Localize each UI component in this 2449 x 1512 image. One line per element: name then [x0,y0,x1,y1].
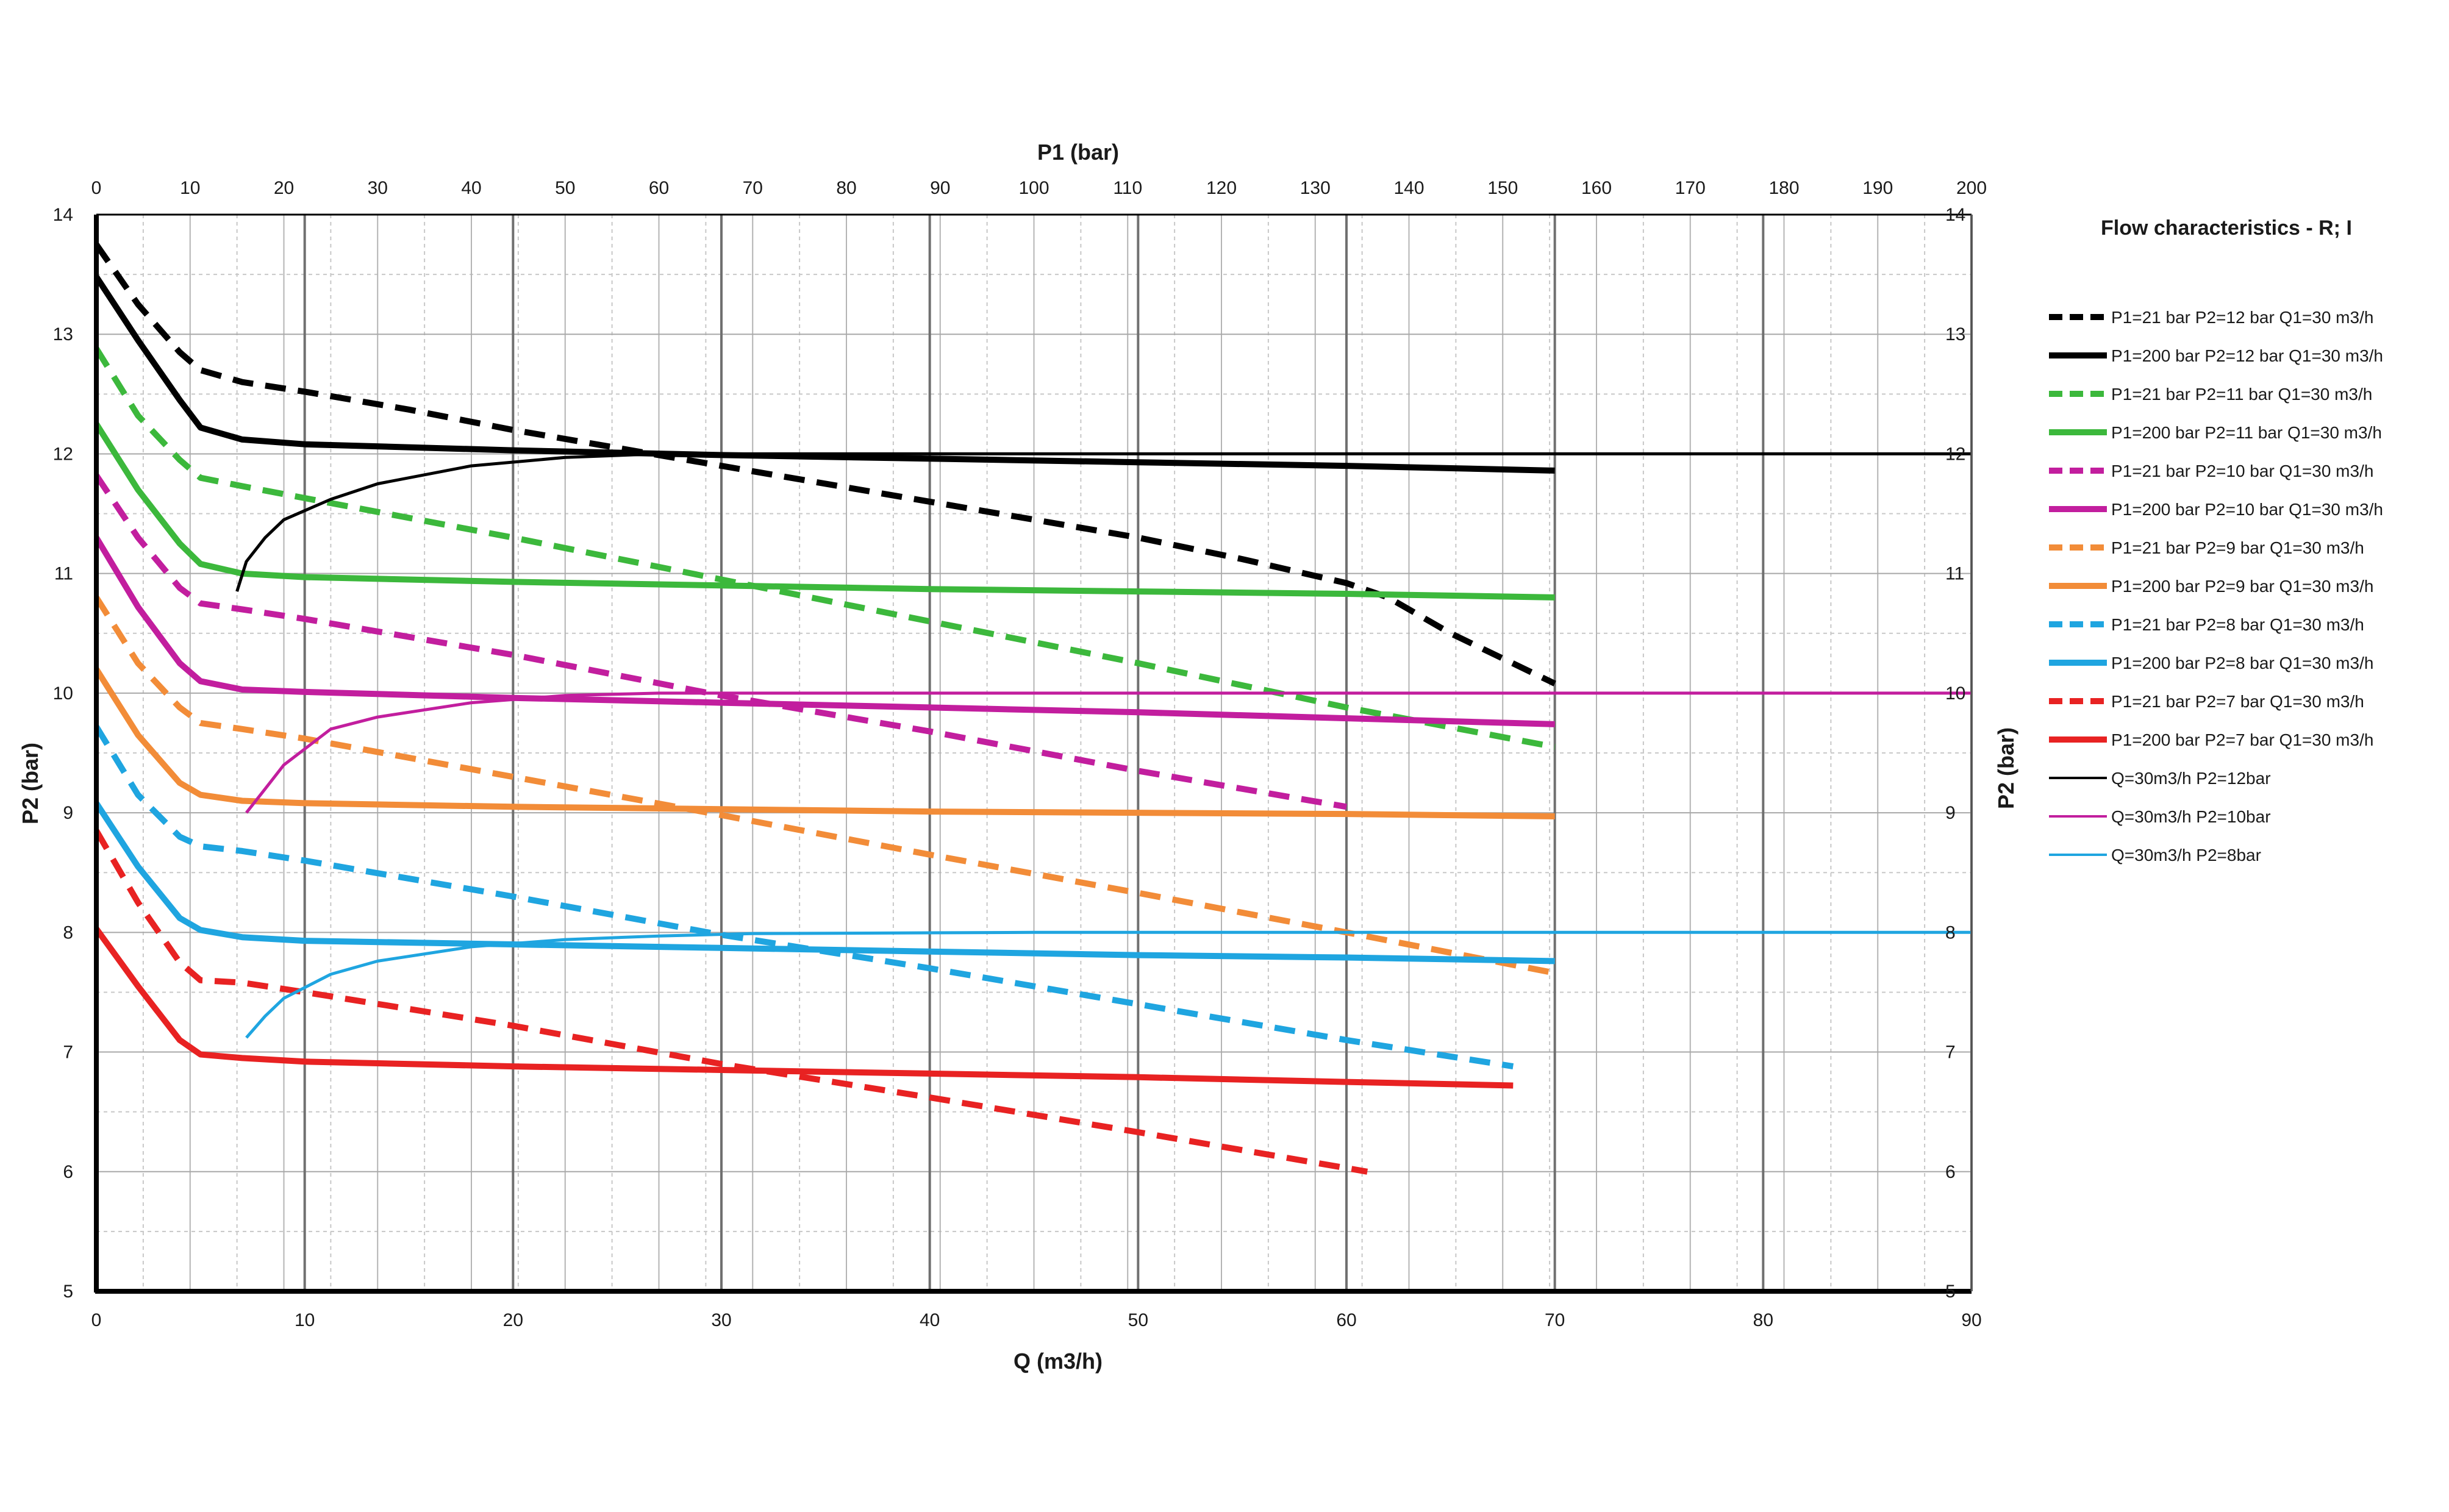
series-lines [93,243,1972,1175]
x-bottom-tick-label: 70 [1545,1310,1565,1330]
x-top-tick-label: 170 [1675,178,1706,198]
x-top-tick-label: 0 [91,178,102,198]
x-top-tick-label: 130 [1300,178,1331,198]
x-bottom-tick-label: 0 [91,1310,102,1330]
x-bottom-axis-title: Q (m3/h) [1014,1349,1103,1374]
legend-label: P1=21 bar P2=10 bar Q1=30 m3/h [2111,462,2373,480]
legend-label: P1=200 bar P2=8 bar Q1=30 m3/h [2111,654,2373,672]
tick-labels: 0 10 20 30 40 50 60 70 80 90 100 110 120 130 140 150 160… [53,178,1987,1330]
legend-title: Flow characteristics - R; I [2101,216,2352,240]
y-left-tick-label: 6 [63,1162,73,1182]
series-line-11 [93,829,1368,1175]
series-line-6 [93,536,1555,727]
axes [94,213,1973,1294]
series-line-4 [93,422,1555,601]
series-line-3 [93,347,1556,751]
series-line-1 [93,243,1556,686]
x-top-tick-label: 100 [1018,178,1049,198]
series-line-15 [245,930,1972,1039]
x-top-tick-label: 30 [368,178,388,198]
x-top-tick-label: 160 [1581,178,1612,198]
y-left-tick-label: 9 [63,803,73,823]
x-top-tick-label: 80 [836,178,856,198]
y-right-tick-label: 9 [1945,803,1956,823]
x-bottom-tick-label: 80 [1753,1310,1773,1330]
x-bottom-tick-label: 90 [1961,1310,1981,1330]
series-line-14 [245,691,1972,814]
y-left-tick-label: 12 [53,444,73,464]
x-bottom-tick-label: 30 [711,1310,731,1330]
x-top-tick-label: 60 [649,178,669,198]
series-line-2 [93,275,1555,474]
legend-label: Q=30m3/h P2=10bar [2111,807,2271,826]
x-top-tick-label: 10 [180,178,200,198]
x-top-tick-label: 110 [1113,178,1142,198]
legend-label: P1=200 bar P2=11 bar Q1=30 m3/h [2111,423,2382,442]
y-left-tick-label: 5 [63,1282,73,1302]
legend-label: P1=200 bar P2=9 bar Q1=30 m3/h [2111,577,2373,596]
x-top-tick-label: 200 [1956,178,1987,198]
x-top-tick-label: 90 [930,178,950,198]
legend-label: P1=21 bar P2=9 bar Q1=30 m3/h [2111,538,2364,557]
y-right-axis-title: P2 (bar) [1993,727,2018,809]
legend-label: P1=21 bar P2=12 bar Q1=30 m3/h [2111,308,2373,327]
y-left-tick-label: 7 [63,1043,73,1063]
x-top-axis-title: P1 (bar) [1037,140,1119,165]
x-top-tick-label: 50 [555,178,575,198]
legend-label: P1=200 bar P2=10 bar Q1=30 m3/h [2111,500,2383,519]
y-right-tick-label: 10 [1945,683,1965,704]
x-bottom-tick-label: 20 [503,1310,523,1330]
y-right-tick-label: 14 [1945,205,1965,225]
legend-label: P1=21 bar P2=7 bar Q1=30 m3/h [2111,692,2364,711]
series-line-12 [93,927,1514,1089]
y-right-tick-label: 6 [1945,1162,1956,1182]
y-left-tick-label: 14 [53,205,73,225]
x-bottom-tick-label: 40 [920,1310,940,1330]
series-line-10 [93,801,1555,965]
x-top-tick-label: 40 [461,178,481,198]
y-left-tick-label: 13 [53,324,73,344]
legend-label: P1=200 bar P2=12 bar Q1=30 m3/h [2111,346,2383,365]
series-line-5 [93,474,1347,810]
legend-label: P1=200 bar P2=7 bar Q1=30 m3/h [2111,730,2373,749]
series-line-9 [93,725,1514,1070]
y-left-tick-label: 10 [53,683,73,704]
x-bottom-tick-label: 50 [1128,1310,1148,1330]
legend-label: Q=30m3/h P2=12bar [2111,769,2271,788]
y-right-tick-label: 5 [1945,1282,1956,1302]
y-right-tick-label: 7 [1945,1043,1956,1063]
legend-label: Q=30m3/h P2=8bar [2111,846,2261,865]
legend: Flow characteristics - R; I P1=21 bar P2… [2049,216,2383,865]
x-bottom-tick-label: 60 [1336,1310,1356,1330]
x-top-tick-label: 20 [274,178,294,198]
x-top-tick-label: 180 [1768,178,1799,198]
y-left-axis-title: P2 (bar) [18,743,43,824]
x-top-tick-label: 140 [1393,178,1424,198]
x-top-tick-label: 150 [1487,178,1518,198]
series-line-8 [93,667,1555,819]
y-right-tick-label: 12 [1945,444,1965,464]
x-bottom-tick-label: 10 [295,1310,315,1330]
y-left-tick-label: 8 [63,922,73,943]
y-right-tick-label: 8 [1945,922,1956,943]
y-right-tick-label: 11 [1945,564,1964,584]
series-line-7 [93,596,1556,976]
x-top-tick-label: 70 [743,178,763,198]
y-right-tick-label: 13 [1945,324,1965,344]
legend-label: P1=21 bar P2=8 bar Q1=30 m3/h [2111,615,2364,634]
series-line-13 [235,452,1972,592]
y-left-tick-label: 11 [54,564,73,584]
x-top-tick-label: 120 [1206,178,1237,198]
legend-label: P1=21 bar P2=11 bar Q1=30 m3/h [2111,385,2372,404]
x-top-tick-label: 190 [1862,178,1893,198]
